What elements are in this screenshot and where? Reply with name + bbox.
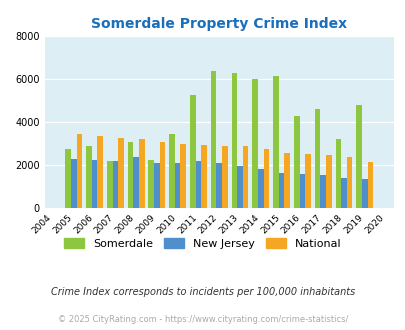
Bar xyxy=(139,139,144,208)
Bar xyxy=(278,173,284,208)
Legend: Somerdale, New Jersey, National: Somerdale, New Jersey, National xyxy=(60,234,345,253)
Bar xyxy=(112,161,118,208)
Bar xyxy=(257,169,263,208)
Bar xyxy=(320,175,325,208)
Bar xyxy=(92,160,97,208)
Bar xyxy=(299,174,305,208)
Bar xyxy=(356,105,361,208)
Bar xyxy=(190,95,195,208)
Bar xyxy=(77,134,82,208)
Bar xyxy=(107,161,112,208)
Bar xyxy=(128,143,133,208)
Bar xyxy=(305,154,310,208)
Bar xyxy=(335,139,340,208)
Title: Somerdale Property Crime Index: Somerdale Property Crime Index xyxy=(91,17,346,31)
Bar xyxy=(159,143,165,208)
Bar xyxy=(231,73,237,208)
Bar xyxy=(175,163,180,208)
Text: © 2025 CityRating.com - https://www.cityrating.com/crime-statistics/: © 2025 CityRating.com - https://www.city… xyxy=(58,315,347,324)
Bar xyxy=(97,136,103,208)
Bar xyxy=(263,149,269,208)
Bar xyxy=(71,159,77,208)
Bar xyxy=(169,134,175,208)
Bar xyxy=(195,161,201,208)
Bar xyxy=(65,149,71,208)
Bar xyxy=(237,166,242,208)
Bar xyxy=(148,160,154,208)
Bar xyxy=(210,71,216,208)
Bar xyxy=(252,79,257,208)
Text: Crime Index corresponds to incidents per 100,000 inhabitants: Crime Index corresponds to incidents per… xyxy=(51,287,354,297)
Bar xyxy=(133,157,139,208)
Bar xyxy=(361,179,367,208)
Bar xyxy=(216,163,222,208)
Bar xyxy=(340,178,346,208)
Bar xyxy=(273,76,278,208)
Bar xyxy=(86,146,92,208)
Bar xyxy=(367,162,372,208)
Bar xyxy=(314,109,320,208)
Bar xyxy=(201,145,207,208)
Bar xyxy=(325,155,331,208)
Bar xyxy=(293,116,299,208)
Bar xyxy=(222,146,227,208)
Bar xyxy=(154,163,159,208)
Bar xyxy=(242,146,248,208)
Bar xyxy=(346,157,352,208)
Bar xyxy=(180,144,185,208)
Bar xyxy=(284,153,289,208)
Bar xyxy=(118,138,124,208)
